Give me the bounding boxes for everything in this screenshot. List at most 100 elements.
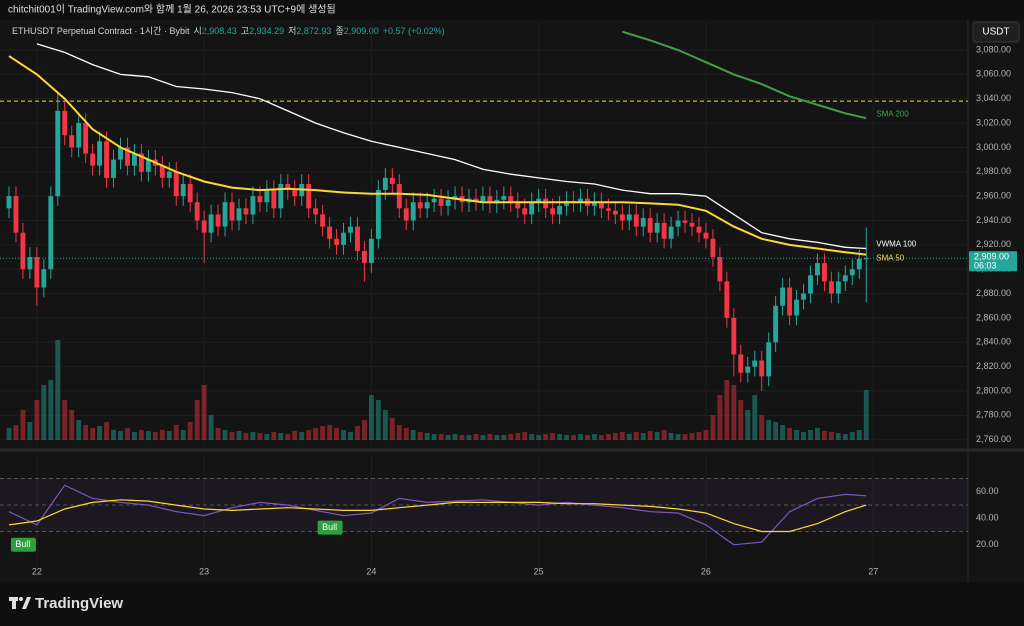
rsi-line (8, 499, 867, 533)
x-tick-label: 25 (534, 566, 544, 576)
volume-bar (731, 385, 737, 440)
volume-bar (111, 430, 116, 440)
volume-bar (633, 432, 639, 440)
volume-bar (543, 434, 549, 440)
y-tick-label: 2,820.00 (976, 361, 1011, 371)
candle-body (696, 226, 702, 233)
volume-bar (459, 435, 465, 440)
volume-bar (480, 435, 486, 440)
candle-body (689, 222, 695, 227)
volume-bar (654, 432, 660, 440)
volume-bar (313, 428, 319, 440)
candle-body (480, 196, 486, 202)
candle-body (522, 208, 528, 215)
candle-body (361, 250, 367, 264)
volume-bar (264, 434, 270, 440)
currency[interactable]: USDT (982, 27, 1009, 38)
volume-bar (417, 432, 423, 440)
chart-area (0, 20, 1024, 582)
candle-body (292, 190, 298, 197)
rsi-tick-label: 40.00 (976, 513, 999, 523)
candle-body (619, 214, 625, 221)
candle-body (821, 263, 827, 282)
indicator-line (36, 43, 867, 250)
volume-bar (104, 422, 110, 440)
volume-bar (271, 432, 277, 440)
volume-bar (368, 395, 374, 440)
volume-bar (787, 428, 793, 440)
volume-bar (431, 434, 437, 440)
candle-body (132, 153, 137, 166)
candle-body (849, 269, 855, 276)
symbol: ETHUSDT Perpetual Contract · 1시간 · Bybit (12, 26, 190, 36)
candle-body (801, 293, 806, 300)
price-text: 2,909.00 (974, 252, 1009, 262)
axes: 22 23 24 25 26 27 2,760.00 2,780.00 2,800.00 2,82… (32, 44, 1011, 576)
volume-bar (375, 400, 381, 440)
candle-body (55, 110, 61, 197)
volume-bar (835, 433, 841, 440)
volume-bar (159, 430, 165, 440)
volume-bar (522, 432, 528, 440)
volume-bar (675, 434, 681, 440)
volume-bar (403, 428, 409, 440)
y-tick-label: 2,880.00 (976, 288, 1011, 298)
candle-body (863, 258, 869, 260)
candle-body (703, 232, 709, 239)
candle-body (731, 317, 737, 355)
volume-bar (6, 428, 12, 440)
candle-body (313, 208, 319, 215)
volume-bar (773, 422, 779, 440)
signal-badge (10, 537, 36, 552)
candle-body (34, 257, 40, 288)
candle-body (320, 214, 326, 227)
volume-bar (348, 432, 353, 440)
volume-bar (90, 428, 96, 440)
candle-body (389, 177, 395, 184)
volume-bar (591, 434, 597, 440)
currency-button[interactable] (972, 21, 1020, 43)
candle-body (815, 263, 820, 276)
candle-body (271, 190, 277, 209)
candle-body (62, 110, 68, 136)
candle-body (125, 147, 130, 166)
logo-icon (9, 597, 31, 609)
volume-bar (571, 435, 576, 440)
candle-body (396, 183, 402, 209)
candle-body (243, 208, 249, 215)
y-tick-label: 2,960.00 (976, 191, 1011, 201)
candle-body (41, 269, 47, 288)
candle-body (215, 214, 221, 227)
credit: chitchit001이 TradingView.com와 함께 1월 26, … (8, 4, 336, 16)
volume-bar (585, 435, 590, 440)
volume-bar (187, 422, 193, 440)
volume-bar (696, 432, 702, 440)
volume-bar (766, 420, 772, 440)
candle-body (647, 218, 653, 233)
indicator-label: SMA 200 (876, 109, 909, 118)
candle-body (536, 198, 542, 203)
volume-bar (173, 425, 179, 440)
candle-body (20, 232, 26, 270)
candle-body (654, 222, 660, 233)
volume-bar (201, 385, 207, 440)
volume-bar (724, 380, 730, 440)
volume-bar (76, 420, 82, 440)
candle-body (543, 198, 549, 209)
volume-bar (396, 425, 402, 440)
y-tick-label: 3,020.00 (976, 117, 1011, 127)
volume-bar (501, 435, 507, 440)
candle-body (445, 199, 451, 206)
volume-bar (118, 431, 123, 440)
volume-bar (83, 425, 89, 440)
candle-body (550, 208, 556, 215)
candle-body (180, 183, 186, 197)
candle-body (842, 275, 848, 282)
volume-bar (689, 433, 695, 440)
volume-bar (299, 432, 305, 440)
volume-bar (598, 435, 604, 440)
volume-bar (62, 400, 68, 440)
candle-body (69, 135, 75, 148)
volume-bar (20, 410, 26, 440)
volume-bar (578, 434, 583, 440)
